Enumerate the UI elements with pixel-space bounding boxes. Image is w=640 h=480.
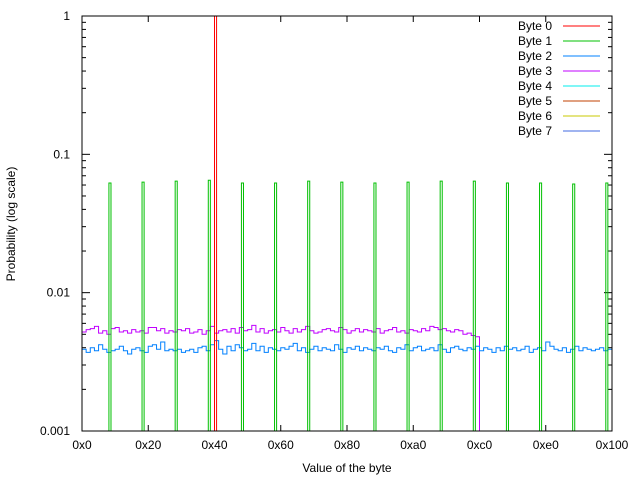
legend-label: Byte 3 [518, 64, 552, 78]
spike-bar [605, 182, 609, 431]
x-tick-label: 0x20 [135, 438, 161, 452]
legend-label: Byte 2 [518, 49, 552, 63]
legend-label: Byte 4 [518, 79, 552, 93]
x-tick-label: 0x40 [201, 438, 227, 452]
spike-bar [539, 182, 543, 431]
legend-label: Byte 5 [518, 94, 552, 108]
legend-label: Byte 6 [518, 109, 552, 123]
plot-series [82, 15, 612, 432]
spike-bar [472, 180, 476, 431]
y-tick-label: 1 [63, 9, 70, 23]
legend-label: Byte 7 [518, 124, 552, 138]
spike-bar [141, 181, 145, 431]
spike-bar [406, 181, 410, 431]
x-tick-label: 0x80 [334, 438, 360, 452]
x-tick-label: 0x0 [72, 438, 92, 452]
x-tick-label: 0x60 [268, 438, 294, 452]
y-axis-label: Probability (log scale) [4, 167, 18, 282]
spike-bar [240, 182, 244, 431]
spike-bar [340, 181, 344, 431]
spike-bar [373, 182, 377, 431]
spike-bar [274, 182, 278, 431]
x-tick-label: 0xc0 [467, 438, 493, 452]
y-tick-label: 0.1 [53, 147, 70, 161]
spike-bar [505, 182, 509, 431]
series-line [82, 340, 612, 355]
spike-bar [307, 180, 311, 431]
tick-labels: 0x0 0x20 0x40 0x60 0x80 0xa0 0xc0 0xe0 0x100 1 0.1… [40, 9, 629, 452]
plot-border [81, 15, 613, 432]
y-tick-label: 0.01 [47, 286, 71, 300]
spike-bar [214, 15, 218, 431]
spike-bar [174, 180, 178, 431]
spike-bar [439, 180, 443, 431]
x-tick-label: 0xe0 [533, 438, 559, 452]
spike-bar [108, 182, 112, 431]
legend-label: Byte 1 [518, 34, 552, 48]
x-axis-label: Value of the byte [302, 461, 392, 475]
spike-bar [207, 179, 211, 431]
x-tick-label: 0xa0 [400, 438, 426, 452]
series-line [82, 324, 612, 432]
y-tick-label: 0.001 [40, 424, 70, 438]
spike-bar [572, 183, 576, 431]
legend-label: Byte 0 [518, 19, 552, 33]
x-tick-label: 0x100 [596, 438, 629, 452]
